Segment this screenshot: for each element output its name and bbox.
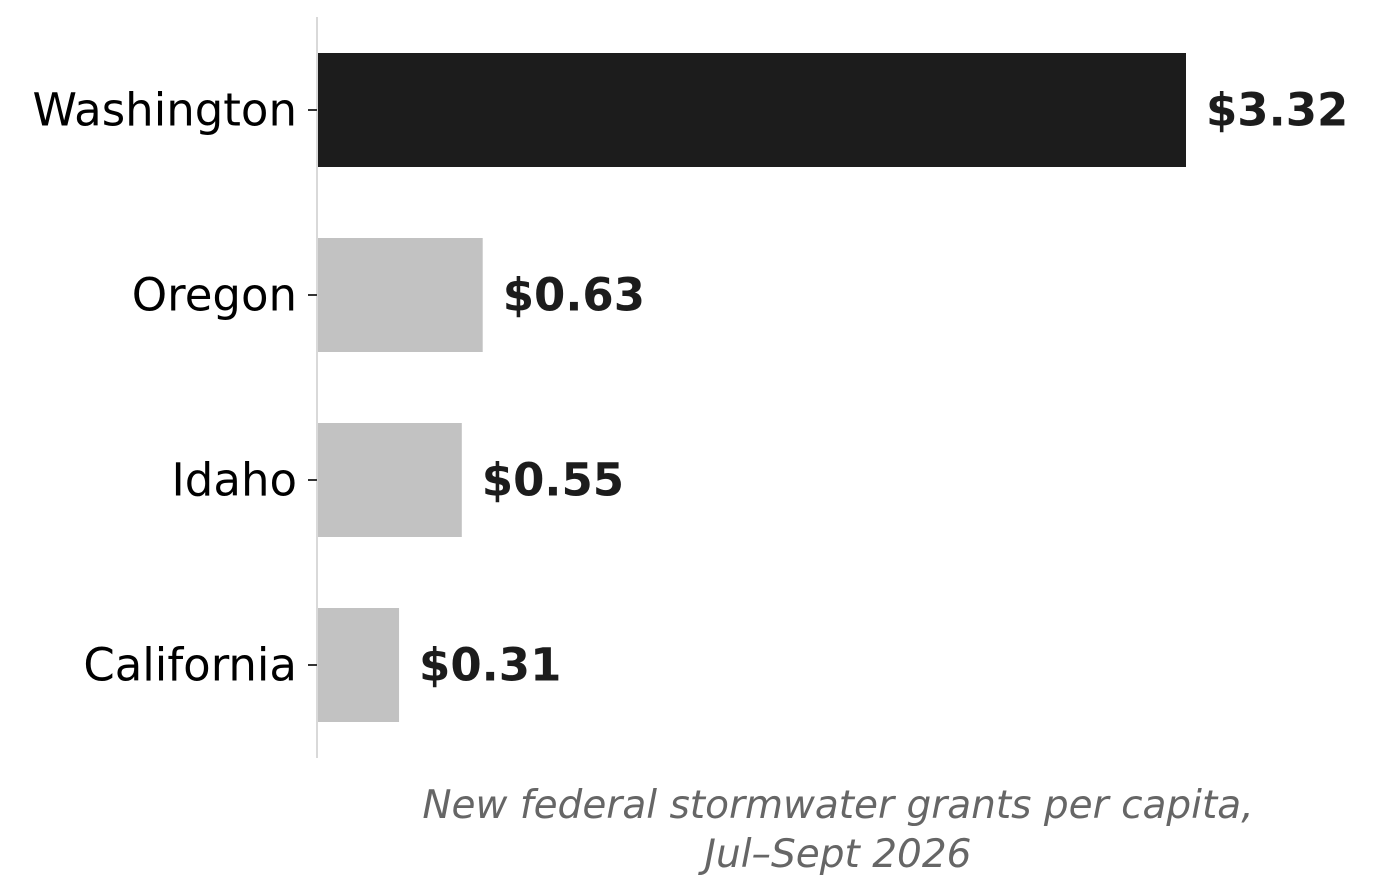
category-label-idaho: Idaho (172, 454, 297, 507)
bar-california (318, 608, 400, 722)
category-label-washington: Washington (33, 84, 297, 137)
category-label-oregon: Oregon (132, 269, 297, 322)
category-label-california: California (83, 639, 297, 692)
bar-washington (318, 53, 1186, 167)
value-label-california: $0.31 (419, 639, 561, 692)
x-axis-title-line-1: New federal stormwater grants per capita… (422, 783, 1253, 828)
bar-oregon (318, 238, 483, 352)
value-label-washington: $3.32 (1206, 84, 1348, 137)
bar-idaho (318, 423, 462, 537)
value-label-idaho: $0.55 (482, 454, 624, 507)
value-label-oregon: $0.63 (503, 269, 645, 322)
x-axis-title-line-2: Jul–Sept 2026 (697, 832, 971, 877)
bars-group: Washington $3.32 Oregon $0.63 Idaho $0.55 Cali… (33, 53, 1348, 722)
